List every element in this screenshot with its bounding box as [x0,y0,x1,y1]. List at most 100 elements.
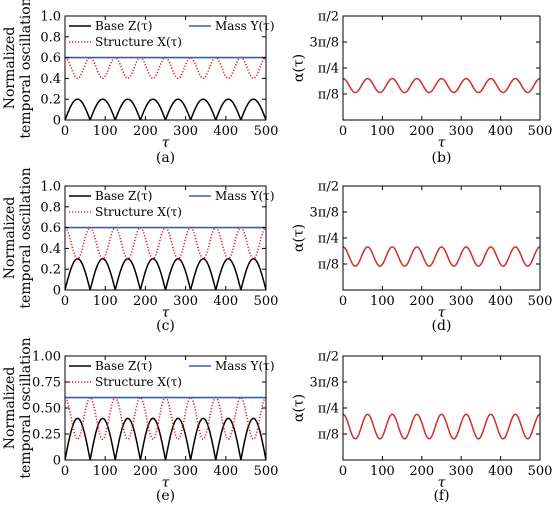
y-tick-label: 3π/8 [310,376,339,391]
y-tick-label: π/2 [318,350,339,365]
x-tick-label: 100 [93,124,118,139]
x-tick-label: 100 [93,464,118,479]
legend-label: Structure X(τ) [95,205,182,219]
x-tick-label: 400 [213,294,238,309]
x-tick-label: 400 [213,124,238,139]
x-tick-label: 500 [254,294,279,309]
y-tick-label: 3π/8 [310,36,339,51]
legend-label: Base Z(τ) [95,19,152,33]
y-tick-label: 0 [53,114,61,129]
x-tick-label: 500 [528,464,553,479]
x-tick-label: 200 [133,464,158,479]
x-tick-label: 0 [339,124,347,139]
x-tick-label: 200 [409,124,434,139]
y-axis-label-line2: temporal oscillation [18,0,34,139]
legend-label: Mass Y(τ) [215,189,275,203]
panel-label: (e) [156,488,175,504]
series-line-base [65,258,266,290]
y-tick-label: 1.00 [32,350,61,365]
series-line-α(τ) [343,413,540,440]
y-tick-label: 0.2 [40,263,61,278]
series-line-α(τ) [343,246,540,267]
x-tick-label: 0 [339,464,347,479]
x-tick-label: 500 [528,124,553,139]
x-tick-label: 400 [488,294,513,309]
x-tick-label: 100 [93,294,118,309]
plot-frame [342,355,541,461]
y-tick-label: π/8 [318,258,339,273]
y-tick-label: π/8 [318,88,339,103]
y-tick-label: 0.4 [40,72,61,87]
x-tick-label: 0 [61,464,69,479]
x-tick-label: 100 [370,124,395,139]
x-tick-label: 100 [370,464,395,479]
y-axis-label-line1: Normalized [2,27,18,110]
y-axis-label-line1: Normalized [2,367,18,450]
chart-panel-d: 0 100 200 300 400 500 π/8 π/4 3π/8 π/2 τ α(τ) (d) [291,180,552,335]
chart-panel-b: 0 100 200 300 400 500 π/8 π/4 3π/8 π/2 τ α(τ) (b) [291,10,552,167]
series-line-structure [65,226,266,260]
y-axis-label-line2: temporal oscillation [18,337,34,478]
y-tick-label: 0.4 [40,242,61,257]
legend-label: Structure X(τ) [95,35,182,49]
plot-frame [64,185,267,291]
x-tick-label: 300 [173,124,198,139]
x-tick-label: 300 [173,464,198,479]
y-axis-label: α(τ) [291,224,307,252]
x-axis-label: τ [162,475,170,491]
legend-label: Mass Y(τ) [215,359,275,373]
y-tick-label: 0.75 [32,376,61,391]
chart-panel-e: 0 100 200 300 400 500 0 0.25 0.50 0.75 1.00 τ Normal… [2,337,278,504]
panel-label: (f) [433,488,449,504]
series-line-α(τ) [343,77,540,94]
x-axis-label: τ [438,475,446,491]
x-tick-label: 400 [488,124,513,139]
x-tick-label: 0 [61,294,69,309]
y-tick-label: 1.0 [40,10,61,25]
x-tick-label: 0 [339,294,347,309]
x-axis-label: τ [162,135,170,151]
y-tick-label: π/8 [318,428,339,443]
y-tick-label: 3π/8 [310,206,339,221]
y-tick-label: 0.6 [40,51,61,66]
y-axis-label-line1: Normalized [2,197,18,280]
chart-panel-c: 0 100 200 300 400 500 0 0.2 0.4 0.6 0.8 1.0 τ Normali… [2,167,278,334]
series-line-base [65,98,266,120]
y-axis-label: α(τ) [291,394,307,422]
legend-label: Mass Y(τ) [215,19,275,33]
x-tick-label: 300 [449,294,474,309]
legend: Base Z(τ) Mass Y(τ) Structure X(τ) [69,189,275,219]
x-axis-label: τ [438,135,446,151]
panel-label: (d) [432,318,452,334]
legend-label: Base Z(τ) [95,359,152,373]
panel-label: (a) [156,150,175,166]
x-tick-label: 300 [449,464,474,479]
y-tick-label: π/4 [318,402,339,417]
series-line-base [65,417,266,460]
x-tick-label: 300 [449,124,474,139]
x-tick-label: 400 [488,464,513,479]
y-tick-label: π/2 [318,180,339,195]
x-tick-label: 0 [61,124,69,139]
x-tick-label: 500 [254,124,279,139]
plot-frame [342,15,541,121]
x-tick-label: 200 [133,124,158,139]
legend-label: Structure X(τ) [95,375,182,389]
legend: Base Z(τ) Mass Y(τ) Structure X(τ) [69,359,275,389]
chart-panel-a: 0 100 200 300 400 500 0 0.2 0.4 0.6 0.8 1.0 τ Normali… [2,0,278,166]
y-tick-label: π/4 [318,62,339,77]
y-tick-label: 0.50 [32,402,61,417]
panel-label: (b) [432,150,452,166]
panel-label: (c) [156,318,175,334]
y-tick-label: 0.6 [40,221,61,236]
legend: Base Z(τ) Mass Y(τ) Structure X(τ) [69,19,275,49]
y-tick-label: 0.8 [40,30,61,45]
y-axis-label-line2: temporal oscillation [18,167,34,308]
x-axis-label: τ [162,305,170,321]
x-tick-label: 500 [254,464,279,479]
x-tick-label: 200 [409,464,434,479]
y-axis-label: α(τ) [291,54,307,82]
y-tick-label: 1.0 [40,180,61,195]
